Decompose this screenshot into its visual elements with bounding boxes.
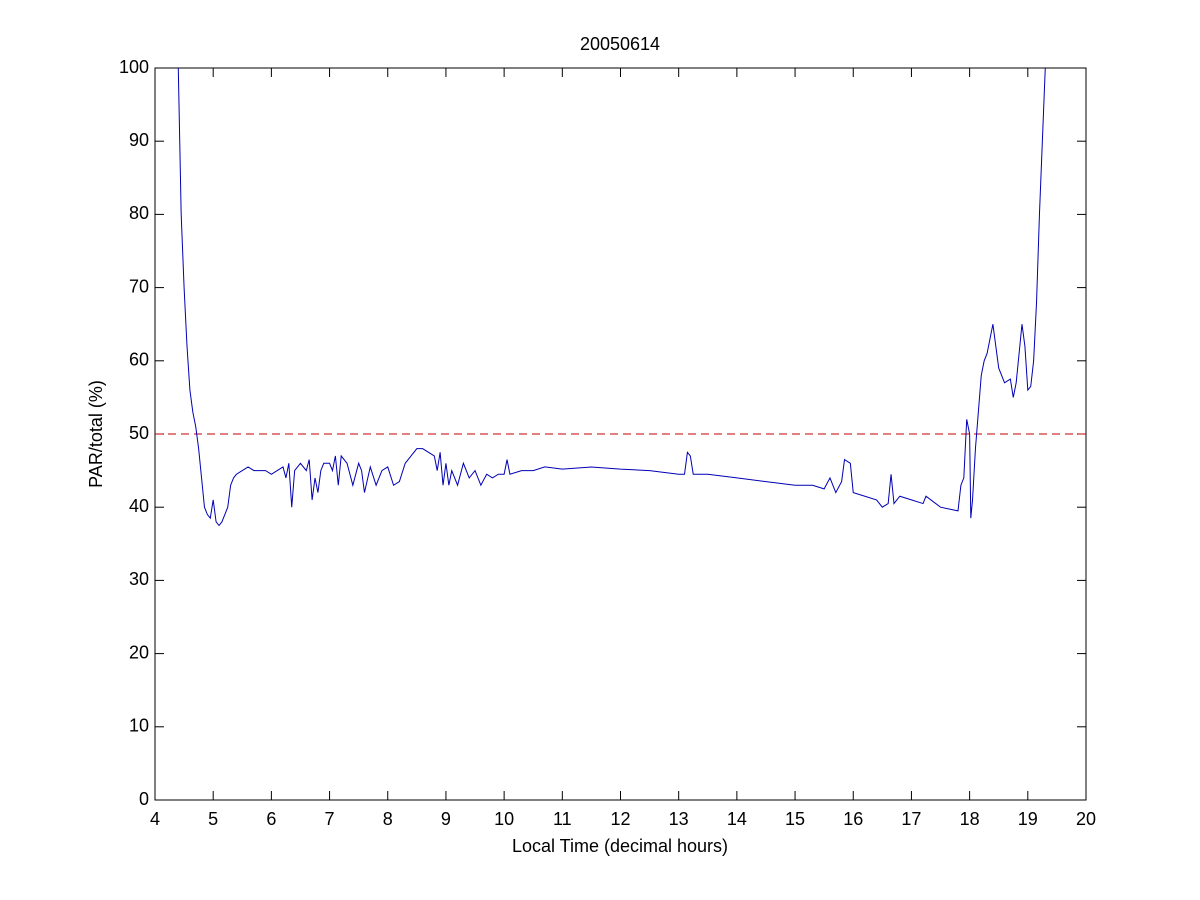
x-tick-label: 18 xyxy=(960,809,980,829)
y-tick-label: 30 xyxy=(129,569,149,589)
x-tick-label: 20 xyxy=(1076,809,1096,829)
x-tick-label: 12 xyxy=(610,809,630,829)
x-tick-label: 7 xyxy=(325,809,335,829)
y-tick-label: 100 xyxy=(119,57,149,77)
y-tick-label: 10 xyxy=(129,716,149,736)
data-line xyxy=(177,68,1046,527)
x-axis-title: Local Time (decimal hours) xyxy=(512,836,728,856)
y-tick-label: 20 xyxy=(129,642,149,662)
x-tick-label: 4 xyxy=(150,809,160,829)
x-tick-label: 13 xyxy=(669,809,689,829)
x-tick-label: 19 xyxy=(1018,809,1038,829)
y-tick-label: 70 xyxy=(129,276,149,296)
y-axis-title: PAR/total (%) xyxy=(86,380,106,488)
x-tick-label: 10 xyxy=(494,809,514,829)
y-tick-label: 40 xyxy=(129,496,149,516)
x-tick-label: 11 xyxy=(553,809,572,829)
x-tick-label: 9 xyxy=(441,809,451,829)
x-tick-label: 17 xyxy=(901,809,921,829)
y-tick-label: 50 xyxy=(129,423,149,443)
plot-frame xyxy=(154,67,1087,801)
y-tick-label: 90 xyxy=(129,130,149,150)
x-tick-label: 14 xyxy=(727,809,747,829)
x-tick-label: 16 xyxy=(843,809,863,829)
chart-title: 20050614 xyxy=(580,34,660,54)
y-tick-label: 0 xyxy=(139,789,149,809)
x-tick-label: 5 xyxy=(208,809,218,829)
x-tick-label: 15 xyxy=(785,809,805,829)
x-tick-label: 8 xyxy=(383,809,393,829)
y-tick-label: 60 xyxy=(129,350,149,370)
y-tick-label: 80 xyxy=(129,203,149,223)
x-tick-label: 6 xyxy=(266,809,276,829)
